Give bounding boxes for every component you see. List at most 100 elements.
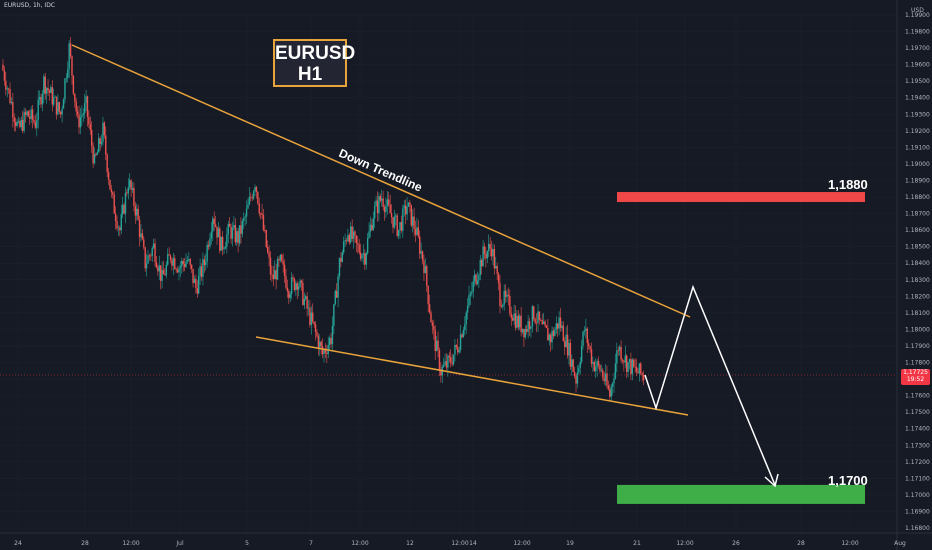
candle-body <box>421 251 424 261</box>
candle-body <box>457 346 459 353</box>
candle-body <box>148 255 151 257</box>
candle-body <box>136 208 138 216</box>
candle-body <box>493 249 496 269</box>
candle-body <box>331 325 334 345</box>
candle-body <box>319 341 321 349</box>
candle-body <box>127 187 130 194</box>
candle-body <box>145 263 148 269</box>
candle-body <box>565 334 567 348</box>
candle-body <box>17 121 20 122</box>
candle-body <box>513 313 515 321</box>
time-tick-label: 12:00 <box>676 540 693 547</box>
support-level-box[interactable] <box>617 484 865 504</box>
candle-body <box>358 244 360 253</box>
time-tick-label: 5 <box>245 540 249 547</box>
price-tick-label: 1.17600 <box>905 393 930 400</box>
candle-body <box>152 243 155 249</box>
lower-trendline[interactable] <box>255 336 689 416</box>
candle-body <box>413 216 415 229</box>
candle-body <box>504 290 507 297</box>
candle-body <box>406 206 408 215</box>
price-tick-label: 1.19900 <box>905 12 930 19</box>
candle-body <box>102 122 104 142</box>
candle-body <box>616 350 618 364</box>
candle-body <box>547 328 549 341</box>
price-tick-label: 1.19200 <box>905 128 930 135</box>
candle-body <box>488 243 490 252</box>
candle-body <box>37 99 39 121</box>
resistance-level-box[interactable] <box>617 192 865 203</box>
candle-body <box>480 259 483 267</box>
candle-body <box>559 317 562 329</box>
candle-body <box>338 258 341 277</box>
candle-body <box>27 111 30 117</box>
candle-body <box>545 325 548 329</box>
price-tick-label: 1.18400 <box>905 260 930 267</box>
candle-body <box>60 111 62 115</box>
candle-body <box>230 226 232 239</box>
candle-body <box>576 372 579 384</box>
candle-body <box>52 97 55 105</box>
upper-trendline[interactable] <box>71 44 691 318</box>
candle-body <box>7 88 10 90</box>
candle-body <box>57 102 59 115</box>
candle-body <box>158 265 160 272</box>
candle-body <box>303 298 305 305</box>
candle-body <box>596 361 598 367</box>
candle-body <box>186 259 189 262</box>
candle-body <box>238 225 241 244</box>
price-tick-label: 1.17500 <box>905 409 930 416</box>
candle-body <box>112 192 114 195</box>
candle-body <box>67 68 69 78</box>
candle-body <box>147 255 149 264</box>
candle-body <box>169 255 172 261</box>
candle-body <box>40 96 42 105</box>
candle-body <box>192 268 194 283</box>
candle-body <box>527 321 529 332</box>
candle-body <box>324 350 327 353</box>
candle-body <box>90 129 93 146</box>
candle-body <box>462 330 465 338</box>
candle-body <box>251 197 253 199</box>
candle-body <box>620 346 622 360</box>
candle-body <box>364 253 366 265</box>
candle-body <box>220 236 222 251</box>
candle-body <box>389 204 391 214</box>
candle-body <box>126 192 128 194</box>
candle-body <box>98 138 100 153</box>
candle-body <box>295 283 297 291</box>
candle-body <box>209 238 211 247</box>
candle-body <box>119 227 121 231</box>
candle-body <box>424 266 427 273</box>
candle-body <box>404 205 407 215</box>
candle-body <box>400 222 403 231</box>
candle-body <box>106 154 108 173</box>
candle-body <box>555 323 558 330</box>
candle-body <box>592 362 594 364</box>
candle-body <box>326 352 328 354</box>
candle-body <box>165 264 168 276</box>
candle-body <box>373 206 376 219</box>
price-axis[interactable]: 1.16800 1.16900 1.17000 1.17100 1.17200 1.173… <box>905 12 930 532</box>
candle-body <box>259 213 262 215</box>
candle-body <box>131 187 134 190</box>
candle-body <box>171 260 173 266</box>
candle-body <box>526 329 528 332</box>
candle-body <box>419 236 421 254</box>
candle-body <box>258 203 260 214</box>
candle-body <box>281 254 283 262</box>
candle-body <box>511 317 514 321</box>
candle-body <box>320 341 322 347</box>
candle-body <box>214 224 217 227</box>
candle-body <box>634 366 636 368</box>
symbol-header: EURUSD, 1h, IDC <box>4 2 55 9</box>
time-axis[interactable]: 24 28 12:00 Jul 5 7 12:00 12 12:00 14 12:00 19 21 12:… <box>14 540 906 547</box>
price-tick-label: 1.17900 <box>905 343 930 350</box>
time-tick-label: 28 <box>797 540 805 547</box>
candle-body <box>379 196 382 201</box>
candle-body <box>113 194 115 214</box>
candle-body <box>199 266 201 276</box>
price-tick-label: 1.18200 <box>905 293 930 300</box>
candle-body <box>368 231 370 239</box>
